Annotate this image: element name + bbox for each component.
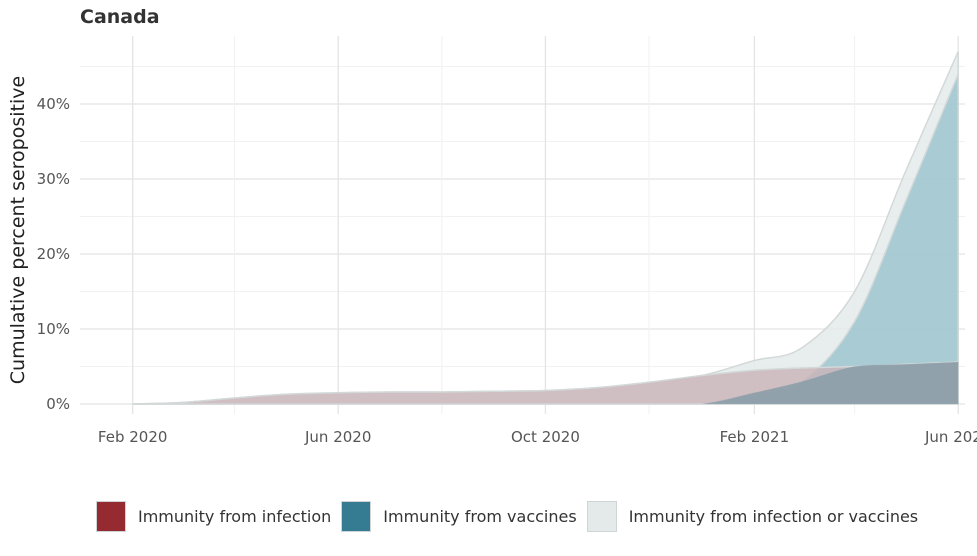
- legend: Immunity from infection Immunity from va…: [96, 501, 928, 532]
- y-tick-label: 10%: [37, 320, 70, 338]
- y-tick-label: 30%: [37, 170, 70, 188]
- legend-swatch-infection-or-vaccines: [586, 501, 617, 532]
- x-tick-label: Jun 2020: [304, 428, 371, 446]
- legend-label-vaccines: Immunity from vaccines: [383, 507, 577, 526]
- area-overlap: [132, 362, 959, 404]
- legend-label-infection: Immunity from infection: [138, 507, 332, 526]
- grid-lines: [80, 36, 965, 414]
- y-axis-label: Cumulative percent seropositive: [7, 76, 29, 384]
- legend-item-infection-or-vaccines: Immunity from infection or vaccines: [586, 501, 919, 532]
- legend-item-vaccines: Immunity from vaccines: [341, 501, 577, 532]
- x-tick-label: Feb 2020: [98, 428, 168, 446]
- y-tick-label: 40%: [37, 95, 70, 113]
- y-tick-label: 20%: [37, 245, 70, 263]
- legend-swatch-infection: [96, 501, 126, 532]
- chart-title: Canada: [80, 6, 160, 28]
- area-layer: [132, 51, 959, 405]
- legend-label-infection-or-vaccines: Immunity from infection or vaccines: [628, 507, 919, 526]
- y-tick-label: 0%: [46, 395, 70, 413]
- legend-swatch-vaccines: [341, 501, 372, 532]
- x-tick-label: Jun 2021: [924, 428, 977, 446]
- x-tick-label: Feb 2021: [720, 428, 790, 446]
- axis-labels: 0% 10% 20% 30% 40% Feb 2020 Jun 2020 Oct 2020 Fe…: [37, 95, 977, 446]
- legend-item-infection: Immunity from infection: [96, 501, 331, 532]
- x-tick-label: Oct 2020: [511, 428, 580, 446]
- chart-plot: 0% 10% 20% 30% 40% Feb 2020 Jun 2020 Oct 2020 Fe…: [7, 36, 977, 446]
